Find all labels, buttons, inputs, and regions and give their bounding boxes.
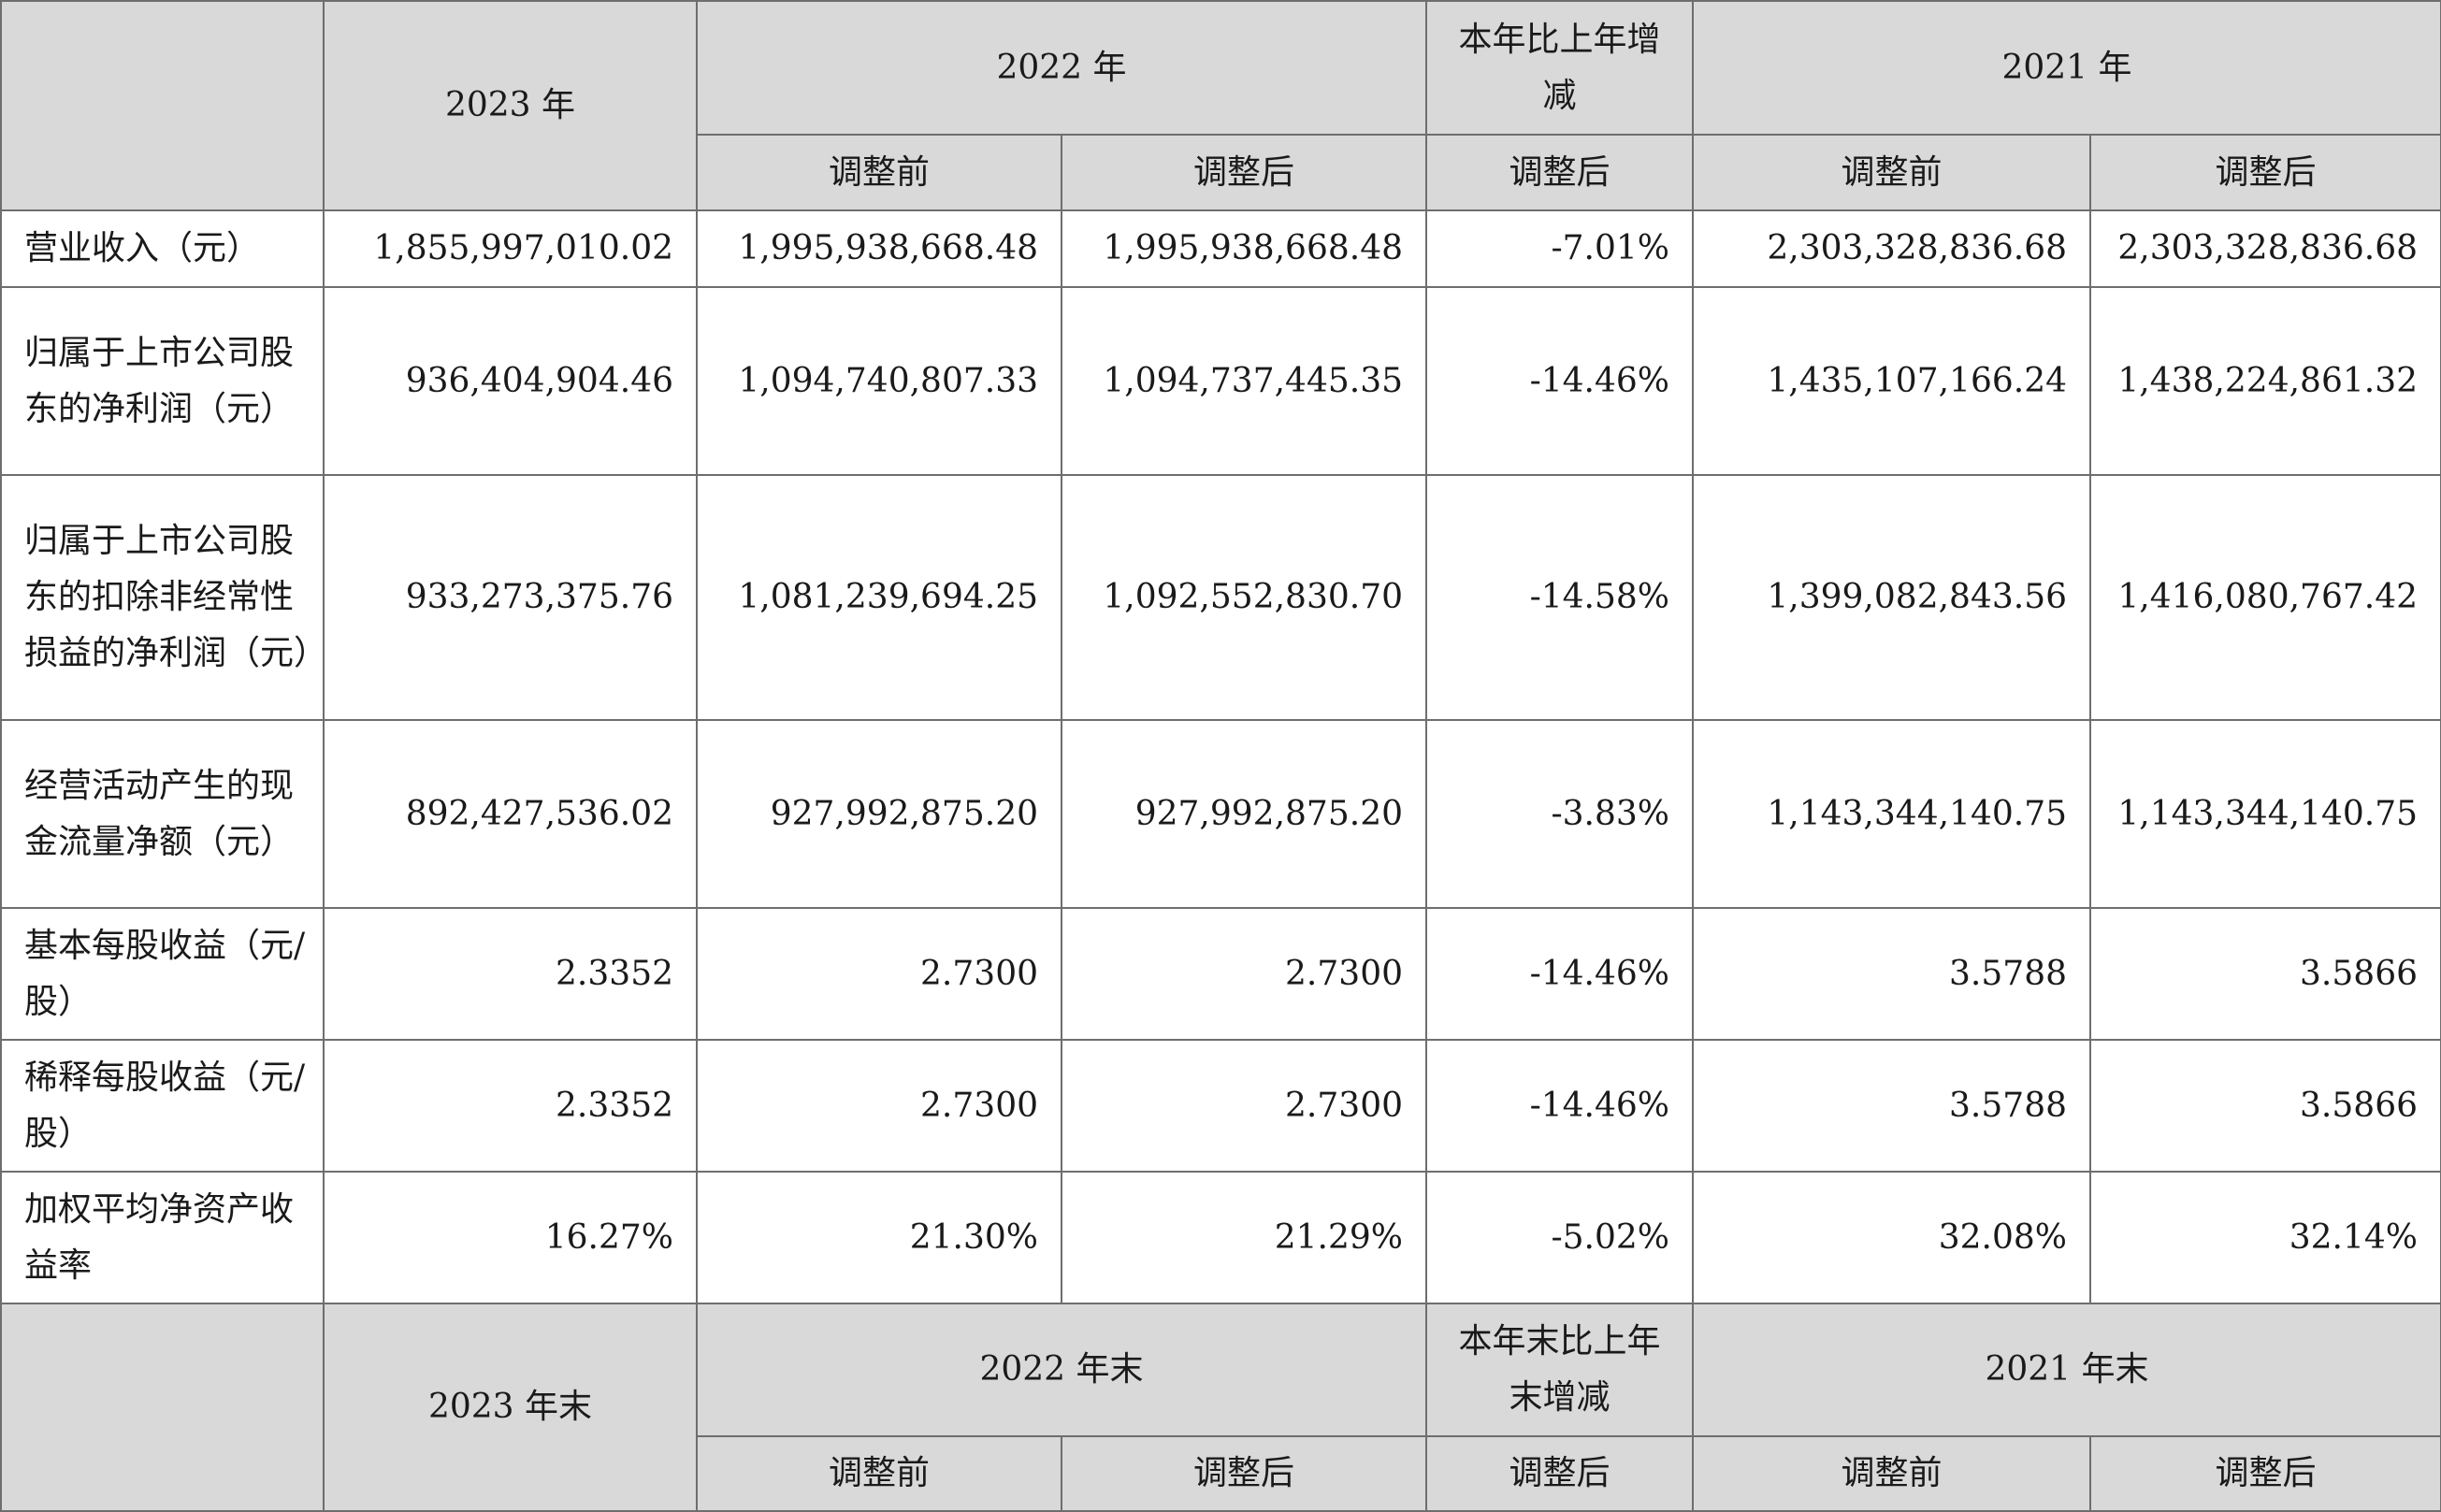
value-2023: 892,427,536.02 (323, 719, 698, 909)
value-change: -5.02% (1425, 1171, 1694, 1304)
table-row: 经营活动产生的现金流量净额（元） 892,427,536.02 927,992,… (0, 719, 2441, 909)
value-2022-after: 1,092,552,830.70 (1061, 474, 1427, 721)
header2-2021: 2021 年末 (1692, 1303, 2441, 1437)
value-2023: 2.3352 (323, 1039, 698, 1173)
value-2021-before: 1,143,344,140.75 (1692, 719, 2091, 909)
value-2022-after: 2.7300 (1061, 907, 1427, 1041)
row-label: 加权平均净资产收益率 (0, 1171, 325, 1304)
header-change: 本年比上年增减 (1425, 0, 1694, 137)
header2-row-2: 调整前 调整后 调整后 调整前 调整后 (1, 1435, 2441, 1512)
value-2022-after: 1,995,938,668.48 (1061, 209, 1427, 288)
value-change: -14.46% (1425, 1039, 1694, 1173)
value-2022-before: 2.7300 (696, 907, 1062, 1041)
table-row: 基本每股收益（元/股） 2.3352 2.7300 2.7300 -14.46%… (0, 907, 2441, 1041)
row-label: 经营活动产生的现金流量净额（元） (0, 719, 325, 909)
value-2023: 936,404,904.46 (323, 286, 698, 476)
value-2021-before: 2,303,328,836.68 (1692, 209, 2091, 288)
value-change: -14.46% (1425, 907, 1694, 1041)
value-2022-before: 2.7300 (696, 1039, 1062, 1173)
header-2021: 2021 年 (1692, 0, 2441, 137)
header2-2021-after: 调整后 (2089, 1435, 2441, 1512)
value-2022-after: 1,094,737,445.35 (1061, 286, 1427, 476)
value-change: -3.83% (1425, 719, 1694, 909)
header2-2022-before: 调整前 (696, 1435, 1062, 1512)
value-2021-before: 3.5788 (1692, 907, 2091, 1041)
header2-2022-after: 调整后 (1061, 1435, 1427, 1512)
value-2021-after: 2,303,328,836.68 (2089, 209, 2441, 288)
value-2022-before: 1,995,938,668.48 (696, 209, 1062, 288)
header2-change-after: 调整后 (1425, 1435, 1694, 1512)
value-2022-before: 21.30% (696, 1171, 1062, 1304)
value-2021-after: 32.14% (2089, 1171, 2441, 1304)
value-2022-after: 21.29% (1061, 1171, 1427, 1304)
value-2021-after: 1,143,344,140.75 (2089, 719, 2441, 909)
row-label: 营业收入（元） (0, 209, 325, 288)
header-2022: 2022 年 (696, 0, 1427, 137)
value-2022-after: 927,992,875.20 (1061, 719, 1427, 909)
value-2021-before: 1,399,082,843.56 (1692, 474, 2091, 721)
header-row-1: 2023 年 2022 年 本年比上年增减 2021 年 (0, 0, 2441, 211)
value-2022-before: 927,992,875.20 (696, 719, 1062, 909)
value-change: -14.46% (1425, 286, 1694, 476)
header-2022-before: 调整前 (696, 134, 1062, 211)
value-2022-after: 2.7300 (1061, 1039, 1427, 1173)
header2-2021-before: 调整前 (1692, 1435, 2091, 1512)
value-2021-before: 32.08% (1692, 1171, 2091, 1304)
header-2021-after: 调整后 (2089, 134, 2441, 211)
table-row: 稀释每股收益（元/股） 2.3352 2.7300 2.7300 -14.46%… (0, 1039, 2441, 1173)
header-2023: 2023 年 (323, 0, 698, 211)
value-2021-before: 3.5788 (1692, 1039, 2091, 1173)
header-2021-before: 调整前 (1692, 134, 2091, 211)
value-2021-after: 3.5866 (2089, 907, 2441, 1041)
header-2022-after: 调整后 (1061, 134, 1427, 211)
value-2023: 16.27% (323, 1171, 698, 1304)
row-label: 归属于上市公司股东的净利润（元） (0, 286, 325, 476)
value-2022-before: 1,094,740,807.33 (696, 286, 1062, 476)
value-change: -14.58% (1425, 474, 1694, 721)
header2-2022: 2022 年末 (696, 1303, 1427, 1437)
header2-row-1: 2023 年末 2022 年末 本年末比上年末增减 2021 年末 (0, 1303, 2441, 1512)
value-change: -7.01% (1425, 209, 1694, 288)
table-row: 营业收入（元） 1,855,997,010.02 1,995,938,668.4… (0, 209, 2441, 288)
header2-corner (0, 1303, 325, 1512)
header-corner (0, 0, 325, 211)
value-2023: 1,855,997,010.02 (323, 209, 698, 288)
value-2021-before: 1,435,107,166.24 (1692, 286, 2091, 476)
value-2023: 933,273,375.76 (323, 474, 698, 721)
value-2021-after: 1,438,224,861.32 (2089, 286, 2441, 476)
value-2022-before: 1,081,239,694.25 (696, 474, 1062, 721)
row-label: 稀释每股收益（元/股） (0, 1039, 325, 1173)
header2-2023: 2023 年末 (323, 1303, 698, 1512)
row-label: 归属于上市公司股东的扣除非经常性损益的净利润（元） (0, 474, 325, 721)
header2-change: 本年末比上年末增减 (1425, 1303, 1694, 1437)
table-row: 归属于上市公司股东的净利润（元） 936,404,904.46 1,094,74… (0, 286, 2441, 476)
value-2021-after: 1,416,080,767.42 (2089, 474, 2441, 721)
table-row: 加权平均净资产收益率 16.27% 21.30% 21.29% -5.02% 3… (0, 1171, 2441, 1304)
value-2021-after: 3.5866 (2089, 1039, 2441, 1173)
value-2023: 2.3352 (323, 907, 698, 1041)
header-change-after: 调整后 (1425, 134, 1694, 211)
row-label: 基本每股收益（元/股） (0, 907, 325, 1041)
table-row: 归属于上市公司股东的扣除非经常性损益的净利润（元） 933,273,375.76… (0, 474, 2441, 721)
header-row-2: 调整前 调整后 调整后 调整前 调整后 (1, 134, 2441, 211)
